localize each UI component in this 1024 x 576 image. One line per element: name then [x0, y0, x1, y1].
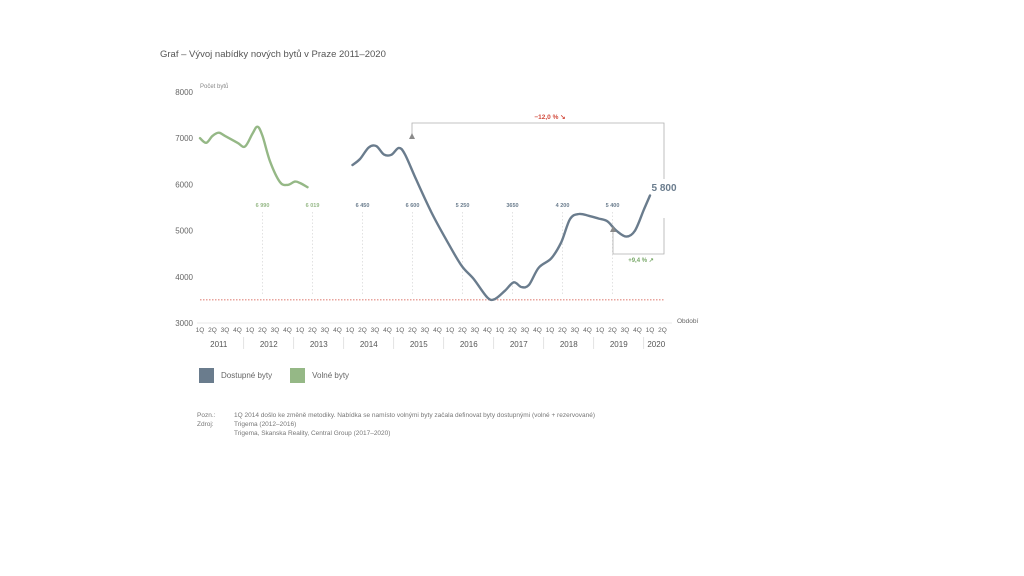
note-text: Trigema (2012–2016) — [234, 421, 297, 428]
legend-item-volne: Volné byty — [290, 368, 349, 383]
x-tick-label: 2Q — [608, 327, 617, 334]
legend: Dostupné byty Volné byty — [199, 368, 349, 383]
x-tick-label: 4Q — [333, 327, 342, 334]
note-row: Trigema, Skanska Reality, Central Group … — [197, 429, 595, 438]
chart-title: Graf – Vývoj nabídky nových bytů v Praze… — [160, 49, 386, 60]
x-tick-label: 2Q — [208, 327, 217, 334]
x-tick-label: 2Q — [558, 327, 567, 334]
x-tick-label: 2Q — [308, 327, 317, 334]
year-label: 2013 — [310, 340, 328, 349]
x-tick-label: 1Q — [596, 327, 605, 334]
increase-bracket — [612, 218, 665, 255]
x-tick-label: 3Q — [571, 327, 580, 334]
data-label: 5 250 — [456, 203, 470, 209]
legend-item-dostupne: Dostupné byty — [199, 368, 272, 383]
note-label: Pozn.: — [197, 412, 216, 419]
legend-label-dostupne: Dostupné byty — [221, 371, 273, 380]
change-up-label: +9,4 % ↗ — [628, 258, 654, 264]
year-label: 2011 — [210, 340, 228, 349]
x-tick-label: 3Q — [471, 327, 480, 334]
year-label: 2014 — [360, 340, 378, 349]
year-label: 2012 — [260, 340, 278, 349]
y-tick-label: 6000 — [175, 180, 193, 189]
x-tick-label: 2Q — [658, 327, 667, 334]
x-tick-label: 3Q — [321, 327, 330, 334]
legend-label-volne: Volné byty — [312, 371, 350, 380]
decrease-bracket — [411, 122, 665, 179]
year-label: 2020 — [647, 340, 665, 349]
y-tick-label: 7000 — [175, 134, 193, 143]
x-tick-label: 2Q — [408, 327, 417, 334]
x-tick-label: 2Q — [358, 327, 367, 334]
x-axis-label: Období — [677, 318, 699, 325]
x-tick-label: 2Q — [258, 327, 267, 334]
data-label: 6 600 — [406, 203, 420, 209]
x-tick-label: 3Q — [371, 327, 380, 334]
x-tick-label: 4Q — [233, 327, 242, 334]
x-tick-label: 2Q — [458, 327, 467, 334]
data-label: 4 200 — [556, 203, 570, 209]
x-tick-label: 4Q — [533, 327, 542, 334]
x-tick-label: 3Q — [621, 327, 630, 334]
note-label: Zdroj: — [197, 421, 214, 428]
x-tick-label: 1Q — [346, 327, 355, 334]
x-tick-label: 2Q — [508, 327, 517, 334]
legend-swatch-volne — [290, 368, 306, 383]
y-tick-label: 3000 — [175, 319, 193, 328]
y-axis-label: Počet bytů — [200, 84, 229, 90]
x-tick-label: 1Q — [396, 327, 405, 334]
x-tick-label: 4Q — [483, 327, 492, 334]
note-text: Trigema, Skanska Reality, Central Group … — [234, 430, 391, 437]
decrease-arrow-icon — [409, 133, 415, 139]
series-line-dostupne — [351, 144, 652, 302]
x-tick-label: 1Q — [196, 327, 205, 334]
note-row: Pozn.: 1Q 2014 došlo ke změně metodiky. … — [197, 411, 595, 420]
year-label: 2018 — [560, 340, 578, 349]
x-tick-label: 1Q — [446, 327, 455, 334]
year-label: 2015 — [410, 340, 428, 349]
x-tick-label: 4Q — [433, 327, 442, 334]
data-label: 6 990 — [256, 203, 270, 209]
year-label: 2016 — [460, 340, 478, 349]
change-down-label: −12,0 % ↘ — [534, 114, 566, 121]
x-tick-label: 1Q — [546, 327, 555, 334]
note-text: 1Q 2014 došlo ke změně metodiky. Nabídka… — [234, 412, 595, 419]
year-label: 2017 — [510, 340, 528, 349]
x-tick-label: 1Q — [496, 327, 505, 334]
data-label: 5 400 — [606, 203, 620, 209]
x-tick-label: 4Q — [383, 327, 392, 334]
x-tick-label: 3Q — [271, 327, 280, 334]
x-tick-label: 1Q — [296, 327, 305, 334]
x-tick-label: 3Q — [521, 327, 530, 334]
legend-swatch-dostupne — [199, 368, 214, 383]
x-tick-label: 1Q — [646, 327, 655, 334]
x-tick-label: 4Q — [633, 327, 642, 334]
year-label: 2019 — [610, 340, 628, 349]
data-label: 3650 — [506, 203, 518, 209]
y-tick-label: 8000 — [175, 88, 193, 97]
last-value-label: 5 800 — [651, 183, 676, 194]
data-label: 6 450 — [356, 203, 370, 209]
x-tick-label: 1Q — [246, 327, 255, 334]
x-tick-label: 3Q — [421, 327, 430, 334]
y-tick-label: 5000 — [175, 227, 193, 236]
note-row: Zdroj: Trigema (2012–2016) — [197, 420, 595, 429]
series-line-volne — [198, 125, 309, 189]
x-tick-label: 4Q — [283, 327, 292, 334]
data-label: 6 019 — [306, 203, 320, 209]
x-tick-label: 3Q — [221, 327, 230, 334]
y-tick-label: 4000 — [175, 273, 193, 282]
increase-arrow-icon — [610, 226, 616, 232]
note-label — [197, 429, 234, 438]
footnotes: Pozn.: 1Q 2014 došlo ke změně metodiky. … — [197, 411, 595, 438]
x-tick-label: 4Q — [583, 327, 592, 334]
